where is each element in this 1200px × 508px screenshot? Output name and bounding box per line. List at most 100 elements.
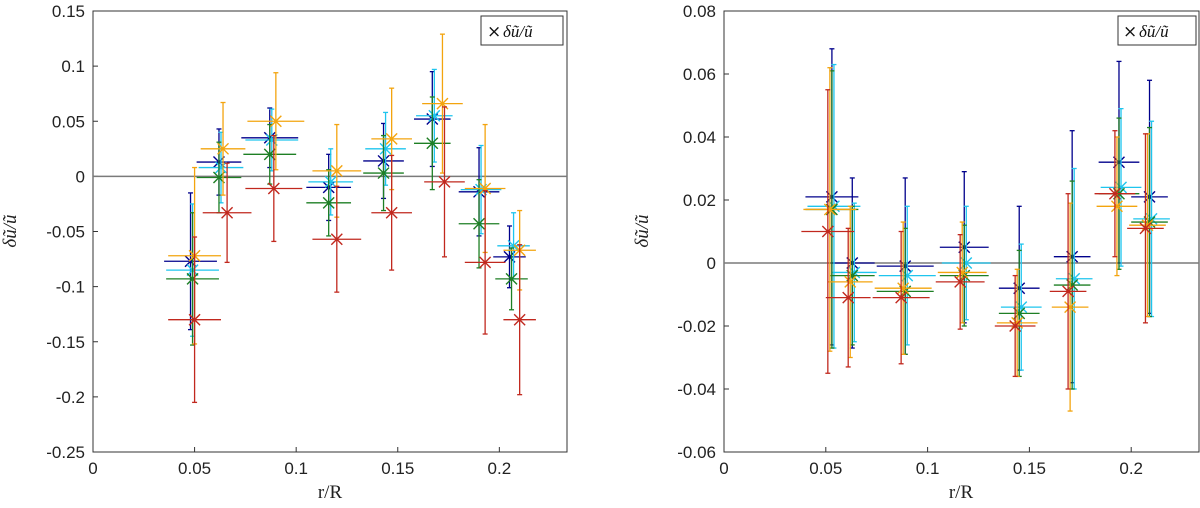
right-data-point-red (994, 274, 1036, 378)
left-legend-label: δũ/ũ (503, 22, 533, 41)
left-data-point-red (503, 244, 536, 396)
right-x-tick-label: 0.05 (809, 459, 842, 478)
left-y-tick-label: -0.1 (56, 278, 85, 297)
left-data-point-red (245, 134, 303, 243)
x-marker (330, 164, 343, 177)
right-plot-area (723, 10, 1200, 453)
left-legend-box (480, 15, 564, 46)
right-x-tick-label: 0.15 (1013, 459, 1046, 478)
right-data-point-red (801, 89, 855, 374)
x-marker (215, 161, 227, 174)
x-marker (956, 266, 969, 279)
left-data-point-red (424, 106, 465, 258)
right-y-tick-label: 0 (707, 254, 716, 273)
x-marker (186, 272, 199, 285)
x-marker (428, 109, 441, 122)
left-chart-panel: 0 0.05 0.1 0.15 0.2 -0.25 -0.2 -0.15 -0.1 -0.05 0 0… (0, 2, 568, 503)
left-data-point-green (458, 179, 500, 269)
right-y-tick-label: -0.04 (677, 380, 716, 399)
x-marker (1139, 222, 1152, 235)
right-data-point-red (825, 227, 871, 368)
right-data-point-sky (1133, 120, 1170, 318)
right-x-tick-label: 0 (719, 459, 728, 478)
x-marker (954, 275, 967, 288)
left-data-point-red (202, 162, 252, 264)
left-x-tick-label: 0 (88, 459, 97, 478)
right-series-orange (803, 67, 1166, 412)
x-marker (1062, 285, 1075, 298)
left-x-tick-label: 0.1 (284, 459, 308, 478)
right-data-point-orange (874, 221, 932, 356)
right-chart-panel: 0 0.05 0.1 0.15 0.2 -0.06 -0.04 -0.02 0 0.02 0.04 0… (632, 2, 1200, 503)
x-marker (844, 275, 857, 288)
left-y-tick-label: -0.15 (46, 333, 85, 352)
x-marker (385, 132, 398, 145)
right-data-point-orange (1051, 202, 1089, 412)
x-marker (221, 206, 234, 219)
x-marker (324, 175, 337, 188)
left-plot-area (92, 10, 568, 453)
left-data-point-green (306, 169, 352, 237)
right-data-point-red (872, 230, 930, 365)
right-data-point-red (1094, 130, 1136, 258)
right-legend-marker: × (1123, 22, 1137, 42)
x-marker (377, 167, 390, 180)
left-data-point-orange (422, 33, 463, 174)
left-y-axis-label: δũ/ũ (0, 214, 21, 248)
x-marker (379, 142, 392, 155)
right-data-point-red (935, 233, 985, 330)
left-x-tick-label: 0.05 (178, 459, 211, 478)
x-marker (1009, 320, 1022, 332)
x-marker (513, 313, 526, 326)
left-data-point-red (464, 190, 506, 335)
x-marker (426, 137, 439, 150)
left-data-point-sky (416, 68, 453, 163)
right-y-axis-label: δũ/ũ (632, 214, 653, 248)
x-marker (1108, 187, 1121, 200)
right-legend-box (1117, 15, 1197, 46)
right-y-tick-label: 0.06 (683, 65, 716, 84)
right-y-tick-label: 0.08 (683, 2, 716, 21)
left-y-tick-label: 0 (76, 167, 85, 186)
right-x-tick-label: 0.2 (1119, 459, 1143, 478)
right-y-tick-label: -0.06 (677, 443, 716, 462)
right-series-red (801, 89, 1164, 390)
left-series-red (168, 106, 536, 404)
left-data-point-orange (200, 101, 246, 196)
left-legend: × δũ/ũ (480, 15, 564, 46)
x-marker (217, 142, 230, 155)
x-marker (1064, 301, 1077, 314)
right-data-point-orange (803, 67, 857, 352)
right-legend-label: δũ/ũ (1139, 22, 1169, 41)
right-series-green (805, 70, 1168, 390)
right-legend: × δũ/ũ (1117, 15, 1197, 46)
left-data-point-sky (198, 131, 244, 204)
left-y-tick-label: -0.05 (46, 223, 85, 242)
x-marker (473, 217, 486, 230)
x-marker (479, 182, 492, 195)
left-data-point-red (312, 185, 362, 293)
x-marker (479, 256, 492, 269)
left-y-tick-label: 0.15 (52, 2, 85, 21)
left-data-point-green (495, 247, 528, 311)
right-y-tick-label: -0.02 (677, 317, 716, 336)
x-marker (385, 206, 398, 219)
left-x-axis-label: r/R (318, 482, 343, 503)
right-x-tick-label: 0.1 (916, 459, 940, 478)
left-x-tick-label: 0.2 (488, 459, 512, 478)
x-marker (1110, 200, 1123, 213)
x-marker (842, 291, 855, 304)
x-marker (897, 282, 910, 295)
x-marker (330, 233, 343, 246)
x-marker (267, 182, 280, 195)
right-y-tick-label: 0.04 (683, 128, 716, 147)
x-marker (823, 203, 836, 216)
right-data-point-red (1049, 193, 1087, 390)
x-marker (269, 115, 282, 128)
x-marker (895, 291, 908, 304)
x-marker (322, 196, 335, 209)
left-y-tick-label: 0.05 (52, 112, 85, 131)
left-y-tick-label: -0.25 (46, 443, 85, 462)
x-marker (505, 272, 518, 285)
